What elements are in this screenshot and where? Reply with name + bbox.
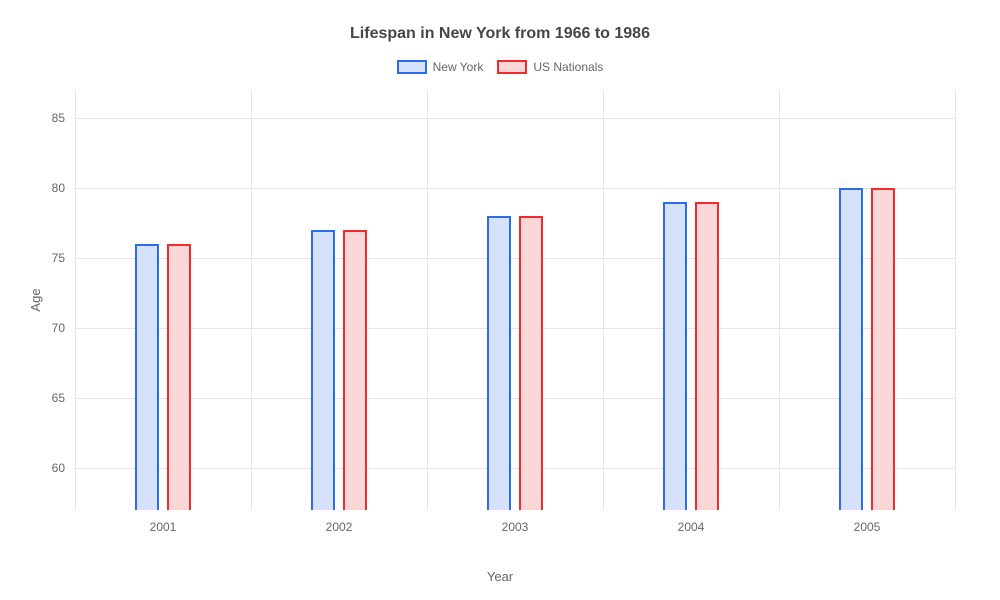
legend-swatch-us-nationals (497, 60, 527, 74)
plot-area: 60657075808520012002200320042005 (75, 90, 955, 510)
grid-line-horizontal (75, 398, 955, 399)
grid-line-horizontal (75, 258, 955, 259)
y-tick-label: 80 (52, 181, 65, 195)
bar-new-york-2003 (487, 216, 511, 510)
chart-title: Lifespan in New York from 1966 to 1986 (0, 25, 1000, 43)
chart-container: Lifespan in New York from 1966 to 1986 N… (0, 0, 1000, 600)
bar-new-york-2005 (839, 188, 863, 510)
bar-us-nationals-2001 (167, 244, 191, 510)
grid-line-horizontal (75, 328, 955, 329)
bar-new-york-2004 (663, 202, 687, 510)
bar-us-nationals-2005 (871, 188, 895, 510)
bar-us-nationals-2004 (695, 202, 719, 510)
grid-line-vertical (75, 90, 76, 510)
legend-item-new-york: New York (397, 60, 484, 74)
bar-us-nationals-2003 (519, 216, 543, 510)
y-axis-label: Age (28, 288, 43, 311)
bar-new-york-2001 (135, 244, 159, 510)
grid-line-horizontal (75, 118, 955, 119)
x-tick-label: 2005 (854, 520, 881, 534)
grid-line-horizontal (75, 188, 955, 189)
y-tick-label: 70 (52, 321, 65, 335)
grid-line-vertical (955, 90, 956, 510)
legend-item-us-nationals: US Nationals (497, 60, 603, 74)
bar-new-york-2002 (311, 230, 335, 510)
y-tick-label: 60 (52, 461, 65, 475)
legend-swatch-new-york (397, 60, 427, 74)
x-axis-label: Year (0, 569, 1000, 584)
x-tick-label: 2001 (150, 520, 177, 534)
legend: New York US Nationals (0, 60, 1000, 74)
grid-line-vertical (779, 90, 780, 510)
y-tick-label: 65 (52, 391, 65, 405)
grid-line-vertical (251, 90, 252, 510)
legend-label-new-york: New York (433, 60, 484, 74)
x-tick-label: 2002 (326, 520, 353, 534)
x-tick-label: 2003 (502, 520, 529, 534)
x-tick-label: 2004 (678, 520, 705, 534)
legend-label-us-nationals: US Nationals (533, 60, 603, 74)
bar-us-nationals-2002 (343, 230, 367, 510)
y-tick-label: 75 (52, 251, 65, 265)
grid-line-vertical (427, 90, 428, 510)
y-tick-label: 85 (52, 111, 65, 125)
grid-line-vertical (603, 90, 604, 510)
grid-line-horizontal (75, 468, 955, 469)
